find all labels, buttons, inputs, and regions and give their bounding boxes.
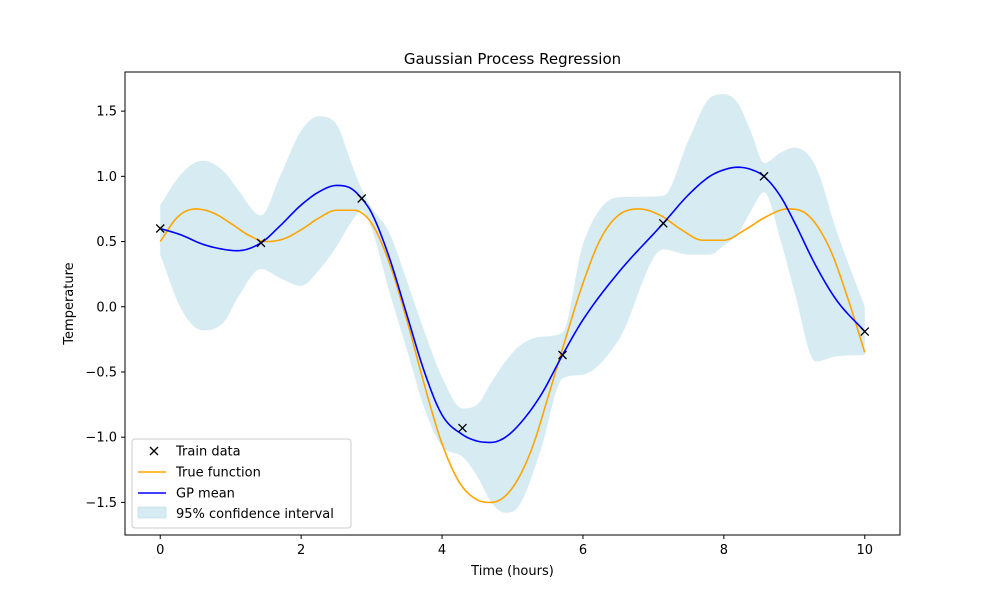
- x-axis-label: Time (hours): [470, 564, 554, 579]
- series-line-gp-mean: [159, 166, 866, 444]
- y-tick-label: 1.5: [96, 105, 117, 120]
- x-tick-label: 6: [579, 543, 587, 558]
- series-line-true-function: [159, 208, 866, 504]
- chart-title: Gaussian Process Regression: [404, 50, 621, 68]
- legend-label-train-data: Train data: [175, 445, 241, 460]
- legend-entry-true-function: True function: [138, 466, 261, 481]
- y-tick-label: 1.0: [96, 170, 117, 185]
- train-data-point: [357, 194, 367, 203]
- y-tick-label: −0.5: [85, 365, 117, 380]
- legend: Train data True function GP mean 95% con…: [131, 438, 352, 529]
- legend-marker-x: [149, 446, 159, 456]
- legend-entry-confidence-interval: 95% confidence interval: [137, 506, 334, 522]
- y-tick-label: −1.0: [85, 431, 117, 446]
- train-data-point: [458, 423, 467, 433]
- x-tick-label: 4: [438, 543, 446, 558]
- plot-frame: [124, 71, 901, 536]
- y-tick-label: 0.5: [96, 235, 117, 250]
- train-data-point: [256, 238, 266, 248]
- train-data-point: [860, 327, 870, 337]
- legend-label-gp-mean: GP mean: [176, 487, 235, 502]
- legend-label-confidence-interval: 95% confidence interval: [176, 507, 334, 522]
- x-tick-label: 8: [720, 543, 728, 558]
- train-data-point: [658, 218, 668, 228]
- x-tick-label: 10: [856, 543, 873, 558]
- legend-label-true-function: True function: [175, 466, 261, 481]
- plot-area: [155, 94, 870, 513]
- legend-box: [131, 438, 352, 529]
- train-data-point: [759, 171, 769, 181]
- y-tick-label: 0.0: [96, 300, 117, 315]
- confidence-interval-band: [160, 94, 865, 513]
- x-tick-label: 2: [297, 543, 305, 558]
- train-data-point: [558, 350, 567, 360]
- y-axis-label: Temperature: [62, 262, 77, 345]
- y-tick-label: −1.5: [85, 496, 117, 511]
- legend-entry-gp-mean: GP mean: [138, 487, 235, 502]
- legend-entry-train-data: Train data: [149, 445, 241, 460]
- legend-patch-confidence-interval: [137, 506, 167, 519]
- train-data-point: [155, 224, 165, 233]
- x-tick-label: 0: [156, 543, 164, 558]
- axis-ticks: 0 2 4 6 8 10 −1.5 −1.0 −0.5 0.0 0.5 1.0 1.5: [85, 105, 873, 558]
